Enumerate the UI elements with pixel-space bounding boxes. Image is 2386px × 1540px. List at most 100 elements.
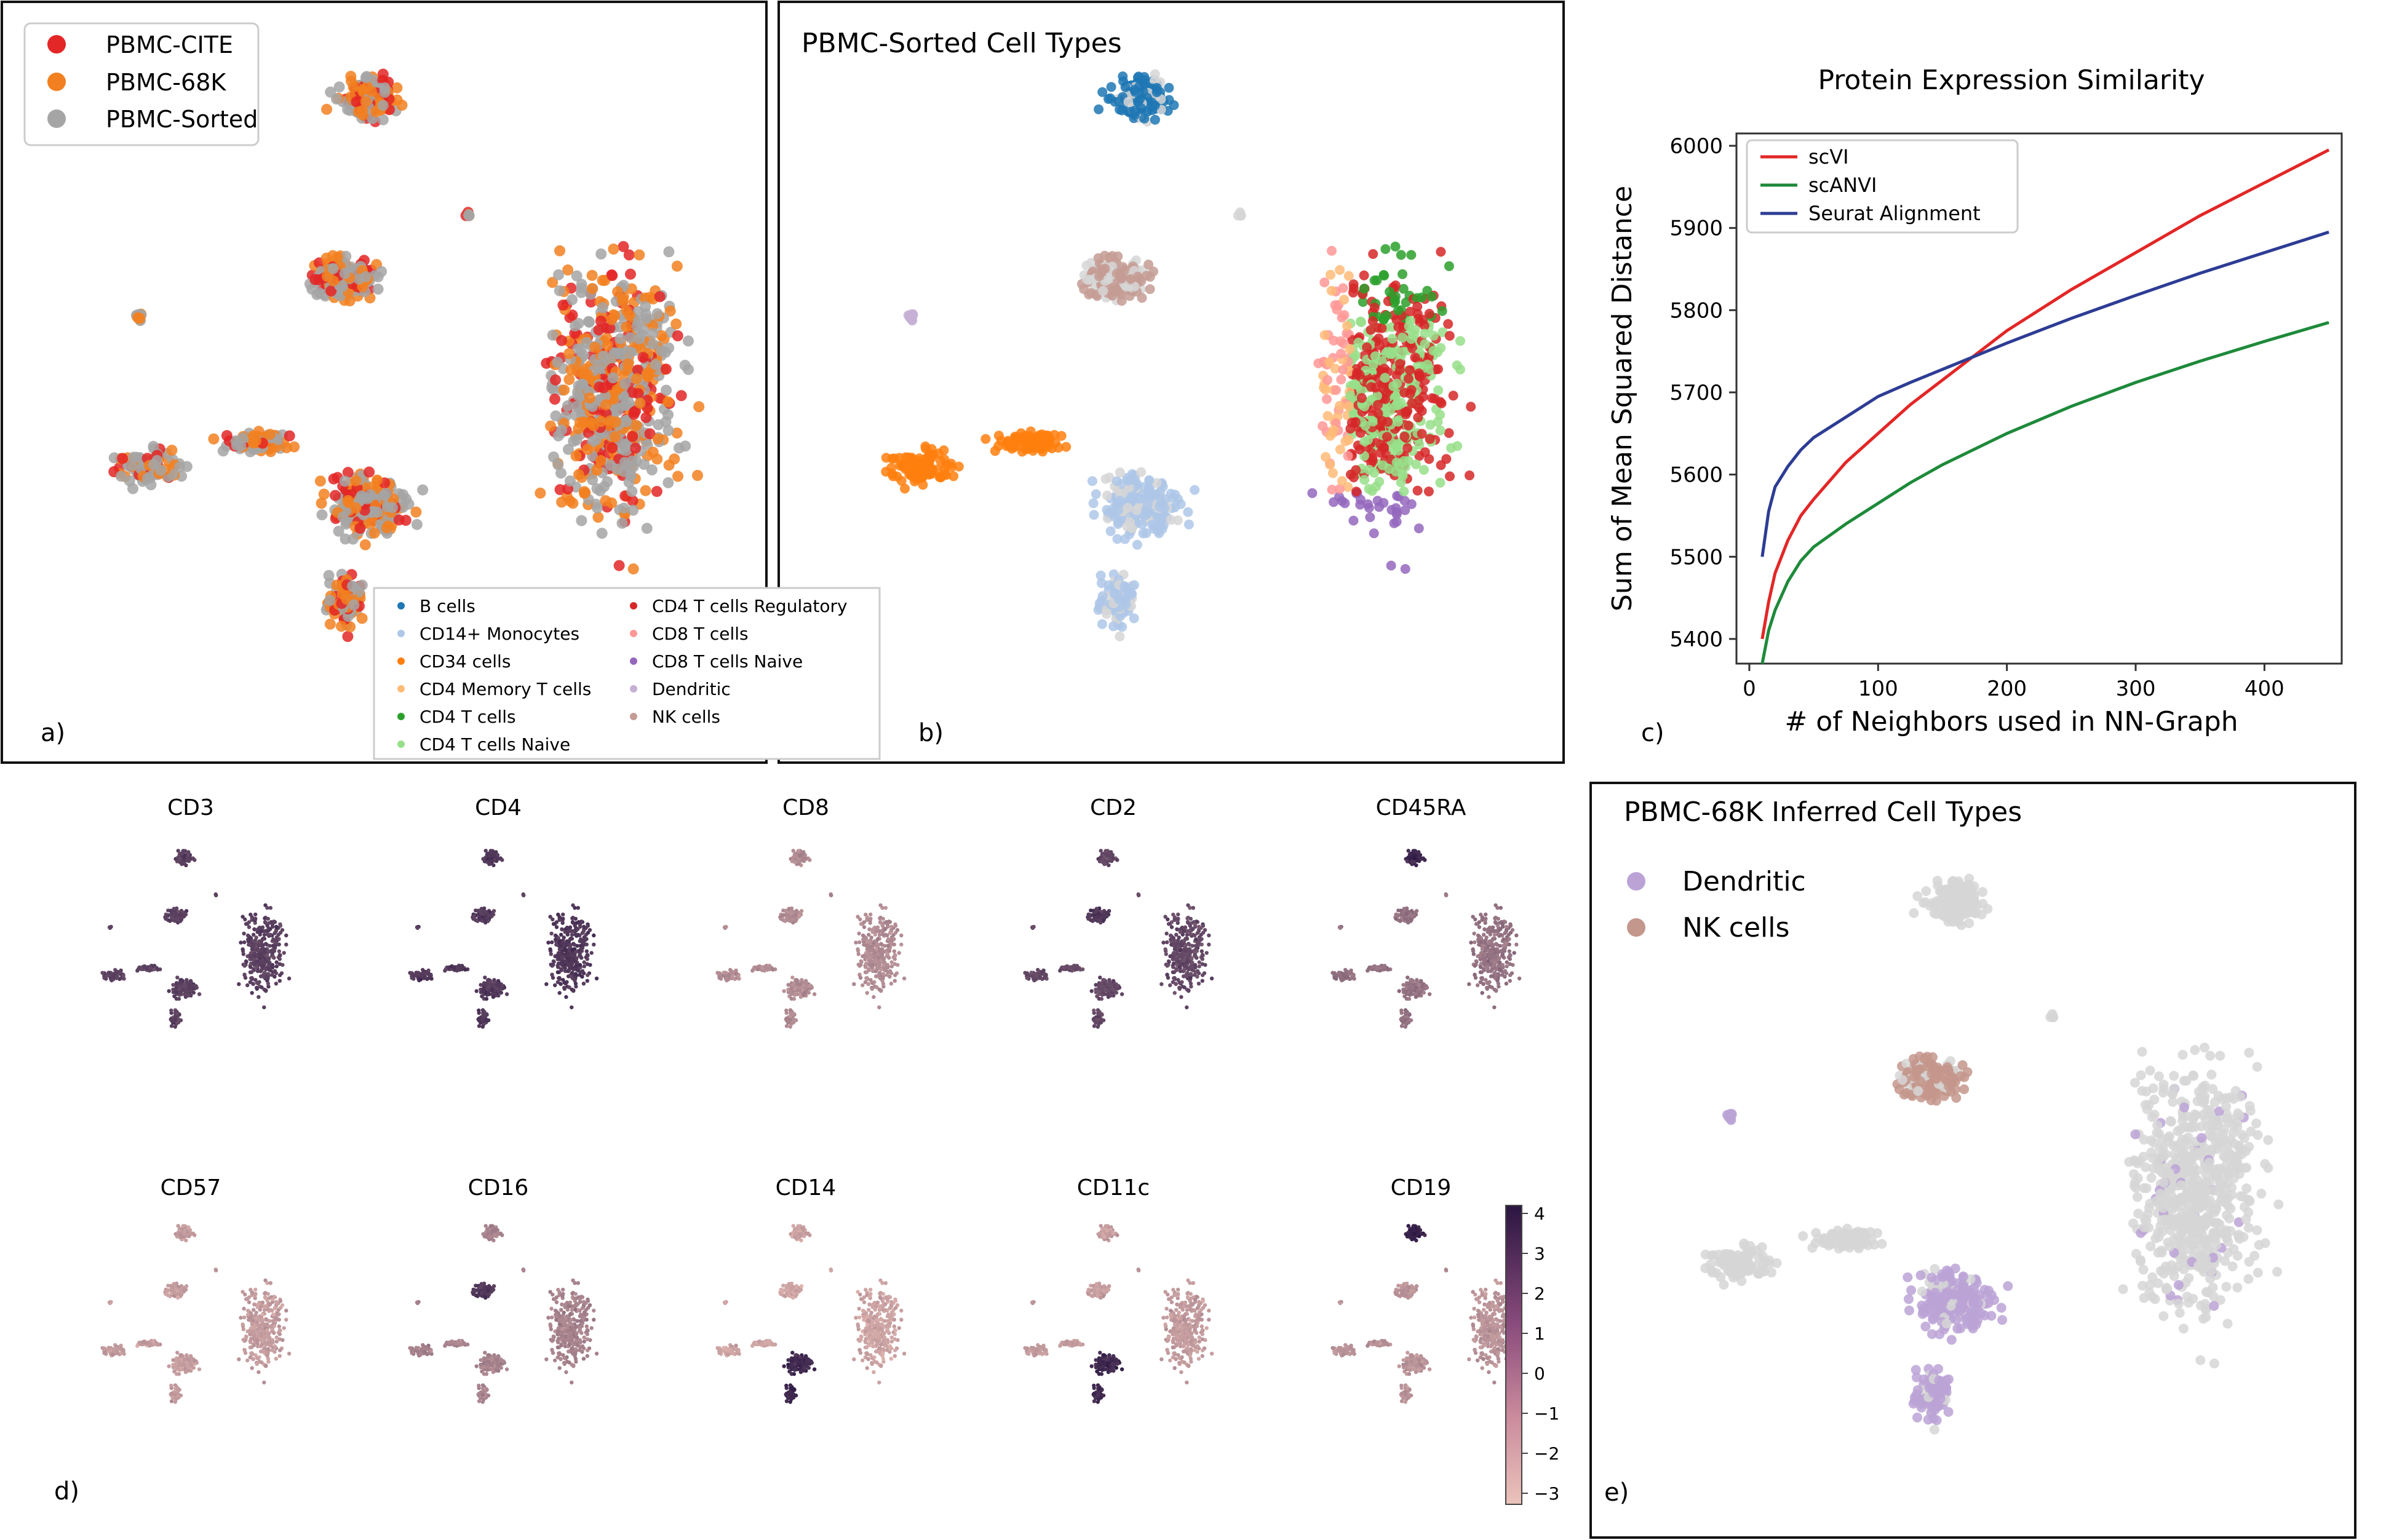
umap-b-point — [1385, 287, 1395, 297]
marker-point — [252, 951, 257, 956]
umap-a-point — [619, 457, 630, 468]
marker-point — [186, 983, 191, 987]
umap-b-point — [1342, 321, 1353, 331]
umap-b-point — [1353, 338, 1364, 347]
x-tick-label: 400 — [2245, 677, 2285, 701]
umap-b-point — [1379, 271, 1390, 281]
marker-point — [551, 975, 555, 980]
marker-point — [479, 907, 483, 911]
umap-b-point — [1393, 305, 1404, 316]
umap-a-point — [618, 240, 629, 252]
marker-point — [562, 986, 567, 991]
marker-point — [414, 970, 418, 975]
umap-a-point — [552, 357, 563, 368]
marker-point — [108, 926, 113, 931]
umap-a-point — [127, 483, 138, 494]
marker-point — [556, 954, 560, 959]
marker-point — [179, 978, 183, 982]
marker-point — [271, 943, 275, 948]
umap-b-point — [1390, 241, 1401, 252]
umap-b-point — [1368, 249, 1378, 259]
marker-point — [854, 940, 858, 945]
umap-a-point — [630, 373, 642, 384]
umap-b-point — [1366, 325, 1376, 335]
umap-b-point — [1159, 502, 1169, 513]
umap-b-point — [1336, 375, 1346, 385]
marker-point — [241, 947, 245, 951]
marker-point — [793, 913, 798, 918]
umap-b-point — [1425, 434, 1435, 444]
marker-point — [879, 929, 884, 934]
marker-point — [785, 910, 790, 915]
umap-b-point — [1236, 210, 1246, 221]
marker-point — [889, 982, 894, 986]
umap-b-point — [1445, 471, 1455, 482]
umap-a-point — [625, 468, 637, 480]
umap-a-point — [553, 269, 564, 280]
legend-label-sorted: PBMC-Sorted — [106, 106, 258, 133]
umap-b-point — [1118, 76, 1129, 87]
marker-point — [111, 973, 116, 978]
marker-point — [559, 982, 563, 986]
umap-b-point — [1379, 443, 1390, 453]
umap-b-point — [1424, 309, 1434, 319]
marker-point — [779, 913, 784, 918]
marker-point — [272, 931, 277, 935]
umap-a-point — [662, 396, 674, 408]
umap-a-point — [621, 321, 632, 333]
umap-b-point — [1123, 475, 1133, 486]
umap-b-point — [1337, 476, 1347, 486]
umap-b-point — [947, 462, 956, 472]
umap-b-point — [1380, 373, 1390, 383]
marker-point — [419, 973, 423, 978]
umap-a-point — [208, 433, 220, 445]
legend-b-marker — [630, 657, 637, 665]
umap-a-point — [576, 279, 587, 290]
marker-point — [259, 929, 263, 934]
umap-b-point — [1164, 82, 1174, 93]
umap-a-point — [325, 285, 337, 297]
marker-point — [274, 924, 279, 929]
umap-a-point — [547, 329, 559, 341]
umap-b-point — [1115, 467, 1125, 478]
umap-b-point — [1351, 486, 1361, 497]
umap-a-point — [654, 291, 666, 303]
marker-point — [252, 968, 256, 972]
umap-a-point — [342, 467, 354, 478]
umap-a-point — [372, 474, 383, 486]
marker-point — [244, 959, 249, 964]
umap-b-point — [1412, 485, 1423, 496]
marker-point — [557, 991, 562, 995]
umap-a-point — [128, 451, 140, 463]
umap-b-point — [1150, 114, 1160, 125]
umap-b-point — [1115, 631, 1125, 641]
umap-b-point — [1091, 489, 1101, 499]
panel-b-frame — [777, 1, 1565, 764]
umap-a-point — [623, 397, 635, 408]
marker-point — [551, 922, 556, 926]
marker-point — [578, 963, 583, 967]
marker-title: CD8 — [782, 795, 829, 820]
umap-a-point — [595, 454, 606, 466]
marker-point — [253, 978, 258, 982]
umap-b-point — [1132, 271, 1143, 282]
umap-a-point — [595, 316, 606, 327]
umap-b-point — [1420, 339, 1430, 349]
umap-a-point — [340, 250, 352, 262]
umap-b-point — [1395, 359, 1405, 369]
umap-b-point — [1433, 385, 1444, 395]
umap-a-point — [572, 343, 584, 355]
marker-point — [521, 893, 526, 897]
marker-point — [582, 964, 586, 969]
umap-b-point — [1343, 271, 1354, 281]
umap-b-point — [1420, 447, 1430, 458]
marker-point — [183, 854, 187, 858]
umap-b-point — [1452, 441, 1463, 451]
y-tick-label: 5900 — [1669, 216, 1723, 241]
umap-b-point — [1378, 498, 1389, 508]
umap-b-point — [1096, 570, 1106, 581]
umap-a-point — [348, 599, 360, 611]
umap-a-point — [627, 495, 638, 507]
marker-point — [480, 1025, 485, 1029]
